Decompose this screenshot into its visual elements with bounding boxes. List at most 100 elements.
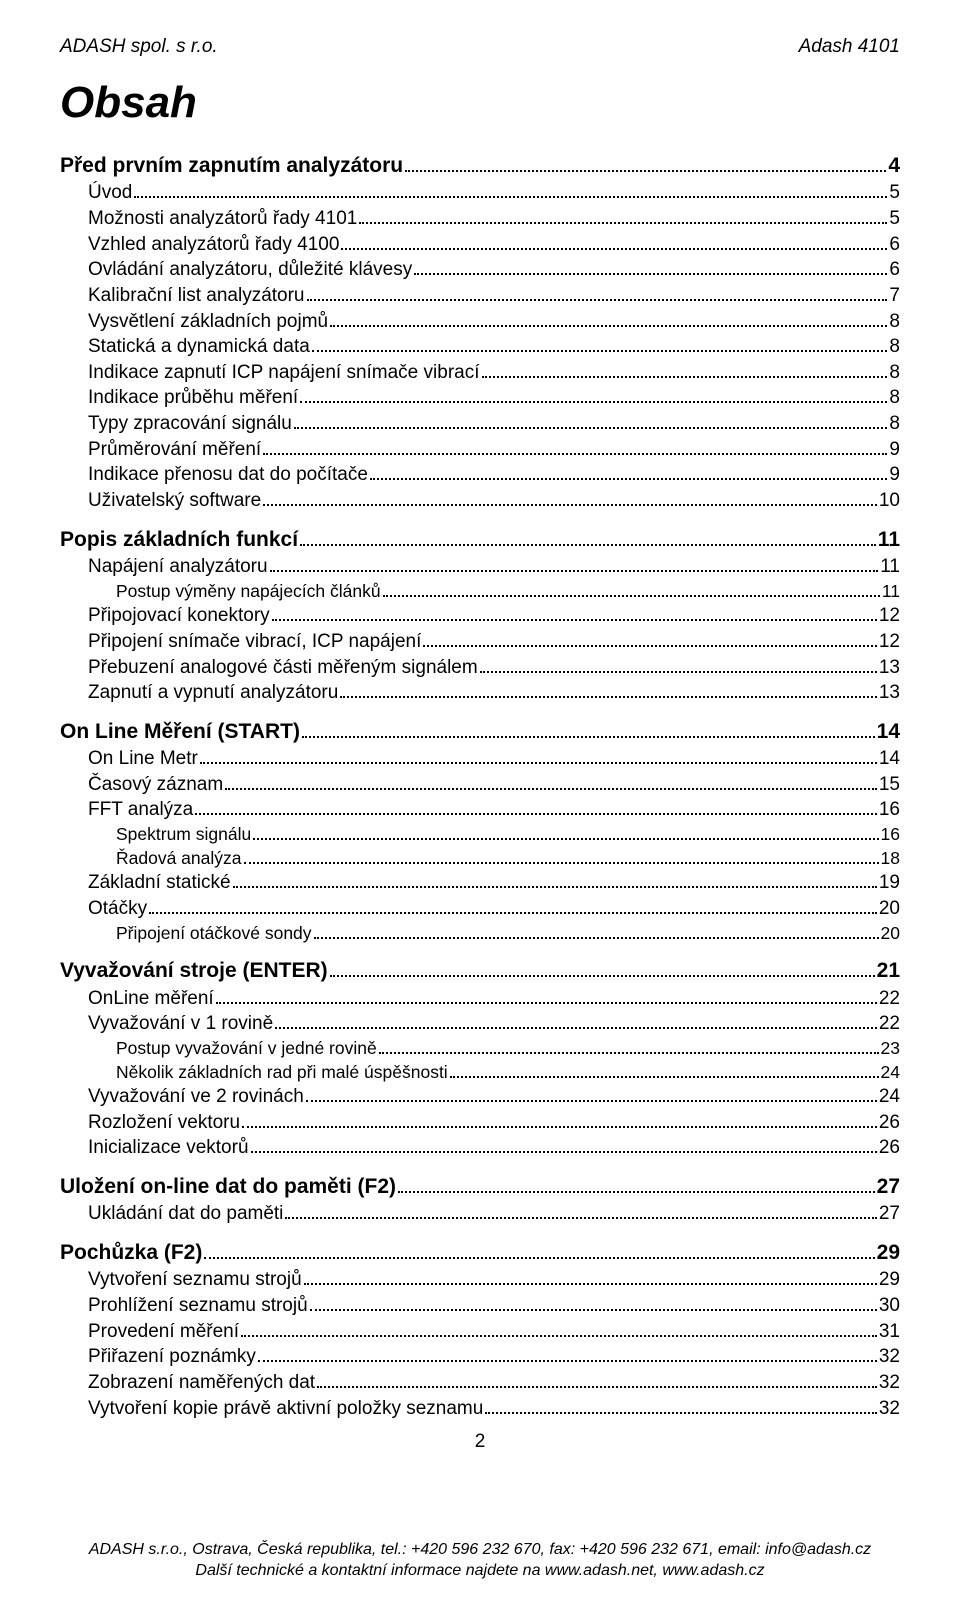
toc-page: 20 — [881, 922, 900, 946]
toc-leader-dots — [314, 927, 879, 939]
toc-label: Postup výměny napájecích článků — [116, 580, 381, 604]
toc-leader-dots — [340, 686, 877, 698]
toc-page: 23 — [881, 1037, 900, 1061]
toc-leader-dots — [200, 752, 877, 764]
toc-leader-dots — [370, 468, 888, 480]
footer-line-2: Další technické a kontaktní informace na… — [60, 1560, 900, 1582]
toc-label: Úvod — [88, 180, 132, 206]
toc-label: Otáčky — [88, 896, 147, 922]
toc-label: Připojení otáčkové sondy — [116, 922, 312, 946]
toc-leader-dots — [251, 1141, 877, 1153]
toc-entry: Indikace přenosu dat do počítače9 — [88, 462, 900, 488]
toc-leader-dots — [241, 1324, 877, 1336]
toc-leader-dots — [270, 560, 879, 572]
toc-label: Indikace průběhu měření — [88, 385, 298, 411]
header-left: ADASH spol. s r.o. — [60, 36, 218, 58]
toc-page: 21 — [877, 957, 900, 985]
toc-entry: Statická a dynamická data8 — [88, 334, 900, 360]
toc-entry: Možnosti analyzátorů řady 4101 5 — [88, 206, 900, 232]
toc-page: 12 — [879, 629, 900, 655]
toc-entry: Vyvažování stroje (ENTER) 21 — [60, 957, 900, 985]
toc-entry: Pochůzka (F2)29 — [60, 1239, 900, 1267]
toc-entry: Ovládání analyzátoru, důležité klávesy6 — [88, 257, 900, 283]
toc-leader-dots — [423, 634, 876, 646]
toc-leader-dots — [216, 991, 877, 1003]
toc-label: Přiřazení poznámky — [88, 1344, 256, 1370]
toc-leader-dots — [341, 237, 887, 249]
toc-label: Rozložení vektoru — [88, 1110, 240, 1136]
toc-entry: Řadová analýza18 — [116, 847, 900, 871]
toc-label: Ovládání analyzátoru, důležité klávesy — [88, 257, 412, 283]
toc-leader-dots — [149, 902, 877, 914]
toc-entry: Postup výměny napájecích článků 11 — [116, 580, 900, 604]
toc-page: 11 — [882, 580, 900, 604]
toc-page: 5 — [889, 206, 900, 232]
page: ADASH spol. s r.o. Adash 4101 Obsah Před… — [0, 0, 960, 1600]
toc-label: Vytvoření kopie právě aktivní položky se… — [88, 1396, 483, 1422]
toc-entry: Přebuzení analogové části měřeným signál… — [88, 655, 900, 681]
table-of-contents: Před prvním zapnutím analyzátoru4Úvod5Mo… — [60, 152, 900, 1421]
toc-page: 22 — [879, 1011, 900, 1037]
toc-page: 30 — [879, 1293, 900, 1319]
toc-leader-dots — [195, 803, 877, 815]
toc-entry: Rozložení vektoru26 — [88, 1110, 900, 1136]
toc-entry: Vytvoření kopie právě aktivní položky se… — [88, 1396, 900, 1422]
toc-page: 32 — [879, 1344, 900, 1370]
toc-label: Možnosti analyzátorů řady 4101 — [88, 206, 357, 232]
toc-leader-dots — [312, 340, 888, 352]
toc-entry: Připojení otáčkové sondy 20 — [116, 922, 900, 946]
toc-leader-dots — [482, 365, 888, 377]
toc-page: 26 — [879, 1135, 900, 1161]
toc-leader-dots — [317, 1376, 877, 1388]
page-title: Obsah — [60, 78, 900, 128]
toc-page: 9 — [889, 437, 900, 463]
toc-entry: FFT analýza 16 — [88, 797, 900, 823]
toc-entry: Inicializace vektorů26 — [88, 1135, 900, 1161]
toc-leader-dots — [414, 263, 887, 275]
toc-leader-dots — [405, 158, 886, 172]
toc-page: 18 — [881, 847, 900, 871]
toc-entry: Průměrování měření9 — [88, 437, 900, 463]
toc-entry: On Line Metr14 — [88, 746, 900, 772]
toc-label: Indikace zapnutí ICP napájení snímače vi… — [88, 360, 480, 386]
toc-leader-dots — [300, 391, 887, 403]
toc-page: 5 — [889, 180, 900, 206]
toc-label: Provedení měření — [88, 1319, 239, 1345]
toc-label: Několik základních rad při malé úspěšnos… — [116, 1061, 448, 1085]
toc-leader-dots — [330, 964, 875, 978]
toc-page: 29 — [877, 1239, 900, 1267]
toc-page: 16 — [879, 797, 900, 823]
toc-entry: Vyvažování ve 2 rovinách 24 — [88, 1084, 900, 1110]
toc-leader-dots — [330, 314, 887, 326]
toc-entry: Vytvoření seznamu strojů29 — [88, 1267, 900, 1293]
toc-entry: Přiřazení poznámky 32 — [88, 1344, 900, 1370]
toc-page: 24 — [881, 1061, 900, 1085]
toc-page: 19 — [879, 870, 900, 896]
toc-label: Časový záznam — [88, 772, 223, 798]
toc-leader-dots — [253, 828, 878, 840]
page-number: 2 — [60, 1431, 900, 1453]
toc-leader-dots — [272, 609, 877, 621]
toc-page: 24 — [879, 1084, 900, 1110]
toc-label: Vysvětlení základních pojmů — [88, 309, 328, 335]
toc-label: Vyvažování ve 2 rovinách — [88, 1084, 304, 1110]
toc-label: Uložení on-line dat do paměti (F2) — [60, 1173, 396, 1201]
toc-label: Zapnutí a vypnutí analyzátoru — [88, 680, 338, 706]
toc-label: On Line Měření (START) — [60, 718, 300, 746]
toc-label: Vyvažování stroje (ENTER) — [60, 957, 328, 985]
toc-entry: Indikace zapnutí ICP napájení snímače vi… — [88, 360, 900, 386]
toc-label: FFT analýza — [88, 797, 193, 823]
toc-leader-dots — [307, 288, 888, 300]
toc-page: 8 — [889, 385, 900, 411]
toc-label: Spektrum signálu — [116, 823, 251, 847]
toc-leader-dots — [383, 585, 880, 597]
toc-page: 11 — [878, 526, 900, 554]
toc-label: Základní statické — [88, 870, 231, 896]
toc-leader-dots — [485, 1401, 877, 1413]
toc-page: 16 — [881, 823, 900, 847]
toc-leader-dots — [204, 1246, 874, 1260]
toc-leader-dots — [450, 1066, 879, 1078]
toc-entry: Vyvažování v 1 rovině22 — [88, 1011, 900, 1037]
toc-page: 11 — [880, 554, 900, 580]
toc-entry: Zapnutí a vypnutí analyzátoru13 — [88, 680, 900, 706]
